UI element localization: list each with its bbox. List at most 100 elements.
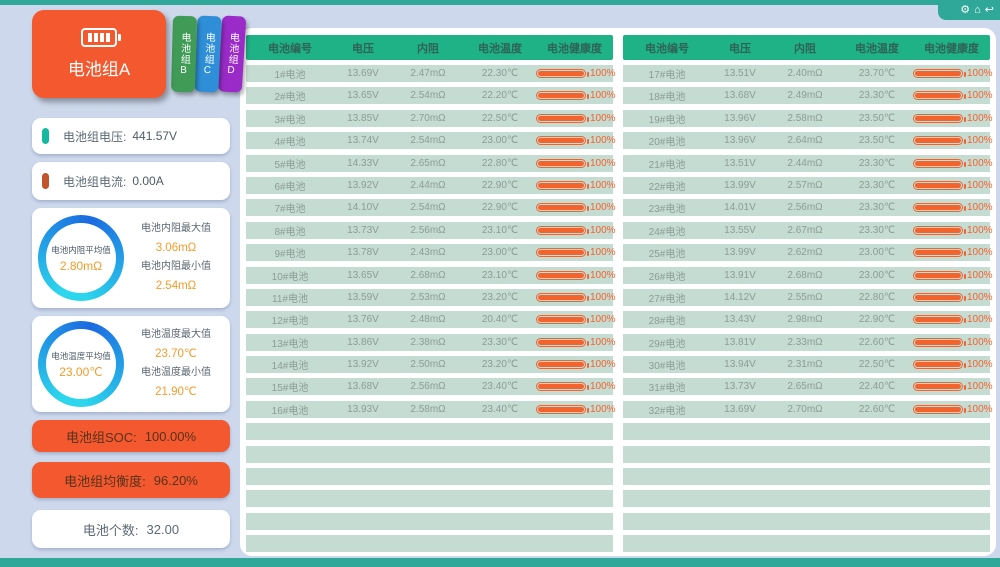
tab-battery-group-d[interactable]: 电池组D	[217, 15, 247, 93]
empty-table-row	[246, 535, 613, 553]
battery-group-selector: 电池组D 电池组C 电池组B 电池组A	[32, 10, 247, 106]
battery-health-bar-icon	[913, 337, 966, 347]
battery-id-cell: 22#电池	[648, 181, 686, 193]
tab-battery-group-b[interactable]: 电池组B	[171, 15, 197, 93]
column-header: 电池温度	[478, 42, 522, 55]
battery-id-cell: 17#电池	[648, 70, 686, 81]
voltage-cell: 13.69V	[347, 68, 379, 79]
battery-health-bar-icon	[536, 113, 589, 123]
health-percentage: 100%	[590, 359, 616, 371]
voltage-cell: 13.68V	[347, 381, 379, 393]
temperature-cell: 23.00℃	[481, 135, 519, 147]
voltage-cell: 13.86V	[347, 336, 379, 348]
resistance-cell: 2.54mΩ	[410, 135, 446, 147]
temperature-cell: 22.80℃	[858, 291, 896, 303]
health-cell: 100%	[536, 337, 616, 348]
table-row: 4#电池 13.74V 2.54mΩ 23.00℃ 100%	[246, 132, 616, 150]
resistance-cell: 2.64mΩ	[787, 135, 823, 147]
home-icon[interactable]: ⌂	[974, 3, 981, 16]
battery-id-cell: 14#电池	[271, 361, 309, 373]
battery-health-bar-icon	[536, 404, 589, 414]
battery-table-right: 电池编号 电压 内阻 电池温度 电池健康度 17#电池 13.51V 2.40mΩ 23.70…	[623, 35, 993, 553]
table-header-row: 电池编号 电压 内阻 电池温度 电池健康度	[623, 35, 990, 60]
temperature-min-value: 21.90℃	[155, 385, 197, 398]
battery-id-cell: 13#电池	[271, 338, 309, 350]
battery-health-bar-icon	[536, 248, 589, 258]
health-percentage: 100%	[590, 112, 616, 124]
resistance-min-label: 电池内阻最小值	[141, 261, 211, 272]
empty-table-row	[623, 490, 990, 508]
battery-health-bar-icon	[536, 91, 589, 101]
count-value: 32.00	[146, 521, 180, 537]
voltage-cell: 14.33V	[347, 157, 379, 169]
table-row: 9#电池 13.78V 2.43mΩ 23.00℃ 100%	[246, 244, 616, 262]
resistance-cell: 2.68mΩ	[410, 269, 446, 281]
health-cell: 100%	[913, 90, 993, 101]
health-cell: 100%	[913, 337, 993, 348]
health-percentage: 100%	[967, 68, 993, 79]
soc-label: 电池组SOC:	[65, 429, 137, 445]
resistance-cell: 2.58mΩ	[410, 403, 446, 415]
voltage-cell: 13.93V	[347, 403, 379, 415]
tab-battery-group-a[interactable]: 电池组A	[32, 10, 166, 98]
voltage-cell: 13.68V	[724, 90, 756, 102]
temperature-cell: 23.30℃	[481, 336, 519, 348]
resistance-cell: 2.33mΩ	[787, 336, 823, 348]
table-row: 8#电池 13.73V 2.56mΩ 23.10℃ 100%	[246, 221, 616, 239]
voltage-cell: 13.96V	[724, 112, 756, 124]
table-row: 2#电池 13.65V 2.54mΩ 22.20℃ 100%	[246, 87, 616, 105]
temperature-cell: 23.30℃	[858, 179, 896, 191]
health-percentage: 100%	[590, 90, 616, 102]
temperature-max-value: 23.70℃	[155, 347, 197, 360]
battery-id-cell: 23#电池	[648, 204, 686, 216]
table-row: 26#电池 13.91V 2.68mΩ 23.00℃ 100%	[623, 266, 993, 284]
health-cell: 100%	[913, 359, 993, 370]
column-header: 电池编号	[268, 42, 312, 55]
empty-table-row	[623, 535, 990, 553]
voltage-cell: 14.01V	[724, 202, 756, 214]
column-header: 内阻	[417, 42, 439, 55]
table-row: 14#电池 13.92V 2.50mΩ 23.20℃ 100%	[246, 356, 616, 374]
resistance-cell: 2.38mΩ	[410, 336, 446, 348]
battery-health-bar-icon	[536, 180, 589, 190]
table-row: 16#电池 13.93V 2.58mΩ 23.40℃ 100%	[246, 400, 616, 418]
health-cell: 100%	[913, 158, 993, 169]
temperature-cell: 22.90℃	[858, 314, 896, 326]
temperature-cell: 23.00℃	[481, 247, 519, 259]
health-percentage: 100%	[590, 291, 616, 303]
voltage-cell: 13.81V	[724, 336, 756, 348]
health-cell: 100%	[913, 135, 993, 146]
empty-table-row	[623, 445, 990, 463]
health-cell: 100%	[536, 270, 616, 281]
health-cell: 100%	[913, 202, 993, 213]
empty-table-row	[246, 468, 613, 486]
health-percentage: 100%	[590, 202, 616, 214]
voltage-cell: 13.92V	[347, 179, 379, 191]
column-header: 电池温度	[855, 42, 899, 55]
voltage-cell: 13.73V	[724, 381, 756, 393]
resistance-cell: 2.58mΩ	[787, 112, 823, 124]
voltage-cell: 13.69V	[724, 403, 756, 415]
resistance-cell: 2.98mΩ	[787, 314, 823, 326]
table-row: 31#电池 13.73V 2.65mΩ 22.40℃ 100%	[623, 378, 993, 396]
resistance-cell: 2.54mΩ	[410, 90, 446, 102]
gear-icon[interactable]: ⚙	[960, 3, 971, 16]
temperature-max-label: 电池温度最大值	[141, 329, 211, 341]
voltage-value: 441.57V	[132, 129, 178, 143]
health-percentage: 100%	[967, 269, 993, 281]
tab-battery-group-c[interactable]: 电池组C	[194, 15, 222, 93]
battery-id-cell: 8#电池	[274, 226, 306, 238]
resistance-max-label: 电池内阻最大值	[141, 223, 211, 235]
battery-health-bar-icon	[913, 315, 966, 325]
group-voltage-card: 电池组电压: 441.57V	[32, 118, 230, 154]
table-row: 28#电池 13.43V 2.98mΩ 22.90℃ 100%	[623, 311, 993, 329]
empty-table-row	[246, 423, 613, 441]
health-percentage: 100%	[967, 336, 993, 348]
column-header: 电池健康度	[547, 42, 602, 55]
temperature-cell: 23.10℃	[481, 269, 519, 281]
resistance-cell: 2.31mΩ	[787, 359, 823, 371]
battery-id-cell: 1#电池	[274, 70, 306, 81]
health-percentage: 100%	[967, 112, 993, 124]
temperature-cell: 23.50℃	[858, 135, 896, 147]
return-icon[interactable]: ↩	[984, 3, 994, 16]
